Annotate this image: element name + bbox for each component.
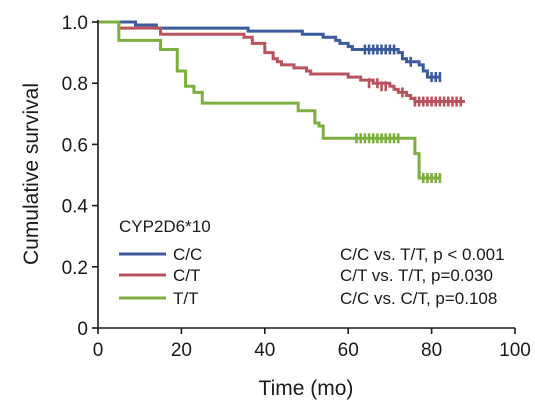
x-tick-label: 20 <box>171 340 192 361</box>
y-tick-label: 0.2 <box>62 258 88 279</box>
x-tick-label: 80 <box>421 340 442 361</box>
ticks-layer: 0 20 40 60 80 100 0 0.2 0.4 0.6 0.8 1.0 <box>62 13 531 361</box>
x-tick-label: 0 <box>93 340 104 361</box>
x-tick-label: 100 <box>499 340 531 361</box>
y-tick-label: 0 <box>77 319 88 340</box>
series-layer <box>98 20 465 184</box>
x-tick-label: 60 <box>338 340 359 361</box>
survival-curve-0 <box>98 20 440 79</box>
p-value-annotations: C/C vs. T/T, p < 0.001 C/T vs. T/T, p=0.… <box>340 245 505 308</box>
y-tick-label: 0.4 <box>62 197 89 218</box>
x-tick-label: 40 <box>254 340 275 361</box>
y-tick-label: 1.0 <box>62 13 88 34</box>
axes-layer <box>97 20 515 329</box>
annotation-cc-vs-ct: C/C vs. C/T, p=0.108 <box>340 289 497 308</box>
x-axis-title: Time (mo) <box>259 377 354 400</box>
legend: CYP2D6*10 C/C C/T T/T <box>119 217 211 308</box>
y-axis-title: Cumulative survival <box>20 83 43 265</box>
legend-title: CYP2D6*10 <box>119 217 211 236</box>
y-tick-label: 0.6 <box>62 135 88 156</box>
y-tick-label: 0.8 <box>62 74 88 95</box>
legend-label-tt: T/T <box>173 289 199 308</box>
annotation-cc-vs-tt: C/C vs. T/T, p < 0.001 <box>340 245 505 264</box>
legend-label-ct: C/T <box>173 266 200 285</box>
legend-label-cc: C/C <box>173 245 202 264</box>
survival-curve-1 <box>98 20 465 104</box>
survival-curve-2 <box>98 20 440 180</box>
annotation-ct-vs-tt: C/T vs. T/T, p=0.030 <box>340 266 493 285</box>
